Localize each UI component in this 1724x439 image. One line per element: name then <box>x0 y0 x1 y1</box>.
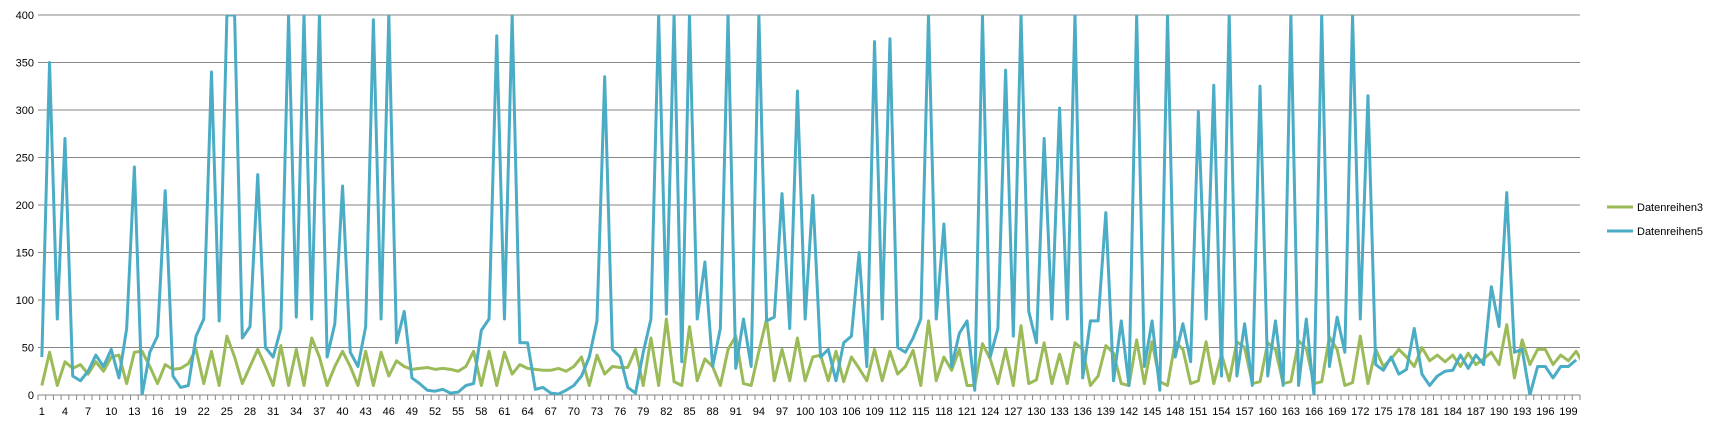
x-tick-label: 100 <box>796 406 814 418</box>
x-tick-label: 58 <box>475 406 487 418</box>
x-tick-label: 199 <box>1559 406 1577 418</box>
x-axis-ticks: 1 4 7 10 13 16 19 22 25 28 31 34 37 40 43 46 49 52 55 58 61 6… <box>37 395 1581 418</box>
x-tick-label: 184 <box>1444 406 1462 418</box>
x-tick-label: 79 <box>637 406 649 418</box>
x-tick-label: 163 <box>1282 406 1300 418</box>
y-tick-label: 300 <box>16 105 34 117</box>
x-tick-label: 73 <box>591 406 603 418</box>
x-tick-label: 118 <box>935 406 953 418</box>
y-tick-label: 200 <box>16 200 34 212</box>
x-tick-label: 190 <box>1490 406 1508 418</box>
x-tick-label: 67 <box>545 406 557 418</box>
x-tick-label: 37 <box>313 406 325 418</box>
x-tick-label: 115 <box>912 406 930 418</box>
x-tick-label: 4 <box>62 406 68 418</box>
x-tick-label: 64 <box>521 406 533 418</box>
x-tick-label: 82 <box>660 406 672 418</box>
x-tick-label: 166 <box>1305 406 1323 418</box>
x-tick-label: 94 <box>753 406 765 418</box>
x-tick-label: 70 <box>568 406 580 418</box>
x-tick-label: 43 <box>360 406 372 418</box>
x-tick-label: 31 <box>267 406 279 418</box>
x-tick-label: 28 <box>244 406 256 418</box>
x-tick-label: 160 <box>1259 406 1277 418</box>
x-tick-label: 19 <box>175 406 187 418</box>
x-tick-label: 187 <box>1467 406 1485 418</box>
x-tick-label: 13 <box>128 406 140 418</box>
legend-label: Datenreihen3 <box>1637 202 1703 214</box>
x-tick-label: 88 <box>707 406 719 418</box>
x-tick-label: 25 <box>221 406 233 418</box>
y-tick-label: 150 <box>16 248 34 260</box>
x-tick-label: 40 <box>336 406 348 418</box>
x-tick-label: 1 <box>39 406 45 418</box>
x-tick-label: 196 <box>1536 406 1554 418</box>
x-tick-label: 154 <box>1212 406 1230 418</box>
x-tick-label: 76 <box>614 406 626 418</box>
x-tick-label: 127 <box>1004 406 1022 418</box>
x-tick-label: 124 <box>981 406 999 418</box>
x-tick-label: 112 <box>889 406 907 418</box>
x-tick-label: 34 <box>290 406 302 418</box>
x-tick-label: 103 <box>819 406 837 418</box>
x-tick-label: 10 <box>105 406 117 418</box>
x-tick-label: 139 <box>1097 406 1115 418</box>
x-tick-label: 181 <box>1420 406 1438 418</box>
x-tick-label: 157 <box>1235 406 1253 418</box>
legend: Datenreihen3 Datenreihen5 <box>1607 202 1703 238</box>
y-tick-label: 350 <box>16 58 34 70</box>
y-axis-ticks: 0 50 100 150 200 250 300 350 400 <box>16 10 34 402</box>
legend-label: Datenreihen5 <box>1637 226 1703 238</box>
x-tick-label: 151 <box>1189 406 1207 418</box>
x-tick-label: 133 <box>1050 406 1068 418</box>
x-tick-label: 175 <box>1374 406 1392 418</box>
x-tick-label: 61 <box>498 406 510 418</box>
x-tick-label: 7 <box>85 406 91 418</box>
x-tick-label: 178 <box>1397 406 1415 418</box>
x-tick-label: 169 <box>1328 406 1346 418</box>
y-tick-label: 0 <box>28 390 34 402</box>
x-tick-label: 145 <box>1143 406 1161 418</box>
x-tick-label: 85 <box>683 406 695 418</box>
series-line-datenreihen5 <box>40 15 1578 395</box>
x-tick-label: 52 <box>429 406 441 418</box>
x-tick-label: 172 <box>1351 406 1369 418</box>
x-tick-label: 106 <box>842 406 860 418</box>
series-lines <box>40 15 1580 395</box>
y-tick-label: 50 <box>22 343 34 355</box>
x-tick-label: 46 <box>383 406 395 418</box>
x-tick-label: 148 <box>1166 406 1184 418</box>
x-tick-label: 130 <box>1027 406 1045 418</box>
x-tick-label: 121 <box>958 406 976 418</box>
x-tick-label: 55 <box>452 406 464 418</box>
y-tick-label: 400 <box>16 10 34 22</box>
x-tick-label: 49 <box>406 406 418 418</box>
x-tick-label: 193 <box>1513 406 1531 418</box>
x-tick-label: 109 <box>865 406 883 418</box>
x-tick-label: 16 <box>151 406 163 418</box>
x-tick-label: 91 <box>730 406 742 418</box>
y-tick-label: 250 <box>16 153 34 165</box>
x-tick-label: 22 <box>198 406 210 418</box>
x-tick-label: 136 <box>1074 406 1092 418</box>
y-tick-label: 100 <box>16 295 34 307</box>
x-tick-label: 142 <box>1120 406 1138 418</box>
x-tick-label: 97 <box>776 406 788 418</box>
